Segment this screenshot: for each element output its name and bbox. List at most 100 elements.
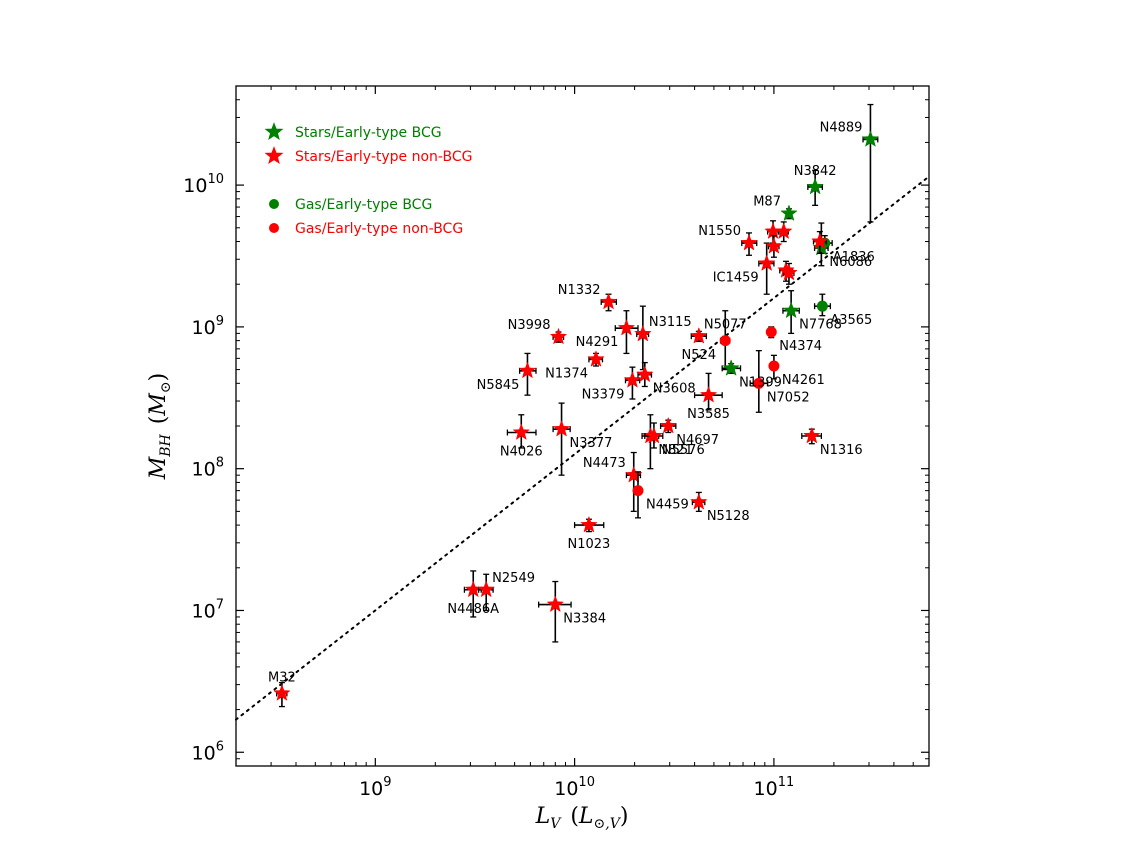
star-marker — [811, 232, 829, 249]
circle-marker — [768, 360, 780, 372]
legend-star-marker — [264, 146, 284, 165]
point-label: N4261 — [782, 373, 825, 388]
point-label: N4473 — [583, 456, 626, 471]
plot-frame — [235, 85, 930, 767]
star-marker — [599, 292, 618, 310]
data-point — [634, 305, 652, 371]
star-marker — [782, 301, 800, 319]
legend: Stars/Early-type BCG Stars/Early-type non… — [264, 122, 472, 237]
x-axis-label: LV (L⊙,V) — [535, 804, 629, 832]
point-label: N3379 — [582, 387, 625, 402]
y-tick-label: 106 — [192, 739, 224, 764]
point-label: N524 — [682, 348, 717, 363]
point-label: N1332 — [558, 283, 601, 298]
point-label: N3384 — [563, 612, 606, 627]
star-marker — [273, 684, 291, 701]
star-marker — [477, 580, 495, 598]
point-label: M87 — [753, 195, 781, 210]
star-marker — [780, 263, 798, 281]
star-marker — [757, 254, 776, 271]
point-label: N4291 — [576, 335, 619, 350]
point-label: N3377 — [570, 436, 613, 451]
legend-item: Gas/Early-type non-BCG — [269, 221, 463, 237]
point-label: N3115 — [649, 315, 692, 330]
legend-circle-marker — [269, 199, 279, 209]
data-point — [690, 491, 708, 513]
data-point — [537, 580, 572, 643]
point-label: N821 — [658, 443, 693, 458]
point-label: N1023 — [568, 537, 611, 552]
plot-area — [236, 86, 929, 766]
point-label: N4889 — [820, 120, 863, 135]
legend-item: Stars/Early-type non-BCG — [264, 146, 472, 165]
data-point — [774, 221, 793, 243]
data-point — [765, 235, 783, 258]
star-marker — [722, 359, 740, 376]
star-marker — [580, 515, 598, 533]
point-label: N1399 — [739, 375, 782, 390]
point-label: N4374 — [779, 339, 822, 354]
point-label: N3998 — [508, 318, 551, 333]
data-point — [811, 230, 829, 255]
star-marker — [546, 595, 565, 613]
circle-marker — [765, 326, 777, 338]
point-label: N7052 — [767, 390, 810, 405]
star-marker — [512, 423, 531, 440]
x-tick-label: 109 — [359, 775, 391, 800]
data-point-layer — [273, 103, 880, 708]
star-marker — [699, 385, 718, 403]
star-marker — [690, 326, 708, 344]
point-label-layer: M32 N4486A N2549 N3384 N1023 N4026 N3377 N5845 N… — [268, 120, 875, 685]
star-marker — [740, 233, 758, 251]
data-point — [780, 204, 798, 222]
x-tick-label: 1010 — [554, 775, 595, 800]
data-point — [861, 103, 880, 223]
data-point — [690, 326, 708, 344]
data-point — [518, 352, 537, 396]
data-point — [506, 414, 537, 449]
star-marker — [587, 350, 605, 367]
point-label: N2549 — [492, 571, 535, 586]
data-point — [587, 350, 605, 367]
star-marker — [636, 365, 654, 383]
data-point — [757, 242, 776, 295]
star-marker — [803, 426, 821, 444]
data-point — [624, 451, 643, 513]
data-point — [782, 290, 800, 335]
point-label: N4026 — [500, 444, 543, 459]
point-label: IC1459 — [713, 270, 759, 285]
legend-label: Stars/Early-type BCG — [295, 125, 442, 141]
data-point — [765, 326, 777, 339]
point-label: M32 — [268, 670, 296, 685]
point-label: N3585 — [687, 407, 730, 422]
data-point — [614, 310, 639, 355]
point-label: N5077 — [704, 318, 747, 333]
point-label: A3565 — [830, 313, 872, 328]
y-tick-label: 1010 — [183, 172, 224, 197]
data-point — [749, 349, 769, 413]
legend-item: Stars/Early-type BCG — [264, 122, 442, 141]
legend-star-marker — [264, 122, 284, 141]
data-point — [780, 262, 798, 285]
circle-marker — [753, 377, 765, 389]
point-label: A1836 — [833, 250, 875, 265]
fit-line — [235, 175, 930, 721]
data-point — [636, 361, 654, 388]
star-marker — [552, 419, 571, 437]
legend-label: Stars/Early-type non-BCG — [295, 149, 472, 165]
star-marker — [659, 416, 678, 434]
data-point — [659, 416, 678, 434]
point-label: N5128 — [707, 509, 750, 524]
point-label: N5576 — [662, 443, 705, 458]
data-point — [768, 354, 780, 380]
y-tick-label: 107 — [192, 597, 224, 622]
y-tick-label: 109 — [192, 314, 224, 339]
data-point — [740, 232, 758, 256]
data-point — [764, 220, 782, 244]
data-point — [632, 471, 644, 519]
data-point — [806, 169, 824, 206]
star-marker — [617, 318, 636, 336]
point-label: N1374 — [545, 366, 588, 381]
x-tick-label: 1011 — [754, 775, 795, 800]
